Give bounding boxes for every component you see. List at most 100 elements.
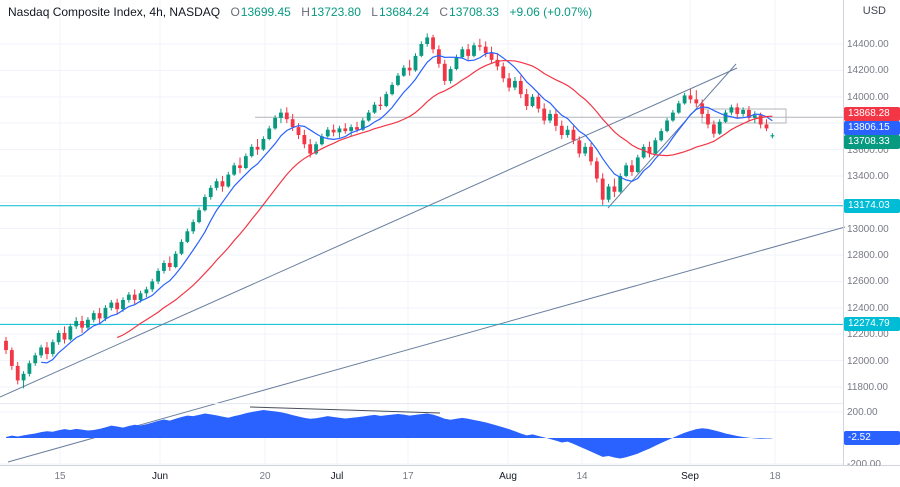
candle [144,289,149,294]
candle [197,210,201,223]
trend-line-drawing[interactable] [607,63,737,209]
candle [185,231,190,242]
time-axis-label: Jun [151,471,169,482]
candle [571,129,576,141]
price-axis-label: 13000.00 [847,223,889,235]
candle [314,144,318,154]
candle [50,342,55,355]
ma-slow-price-label: 13868.28 [844,107,900,122]
candle [407,67,412,71]
candle [296,127,301,136]
candle [413,55,418,71]
candle [261,138,266,150]
price-axis[interactable]: 14400.00 14200.00 14000.00 13600.00 13400.00… [843,0,900,470]
candle [156,270,160,282]
candle [173,253,178,267]
candle [659,131,664,141]
candle [279,112,283,118]
candle [97,313,102,319]
horizontal-line-price-label: 13174.03 [844,198,900,213]
candle [548,113,552,121]
candle [191,222,196,232]
candle [466,49,471,56]
candle [360,120,365,130]
low-value: 13684.24 [378,5,430,19]
close-value: 13708.33 [449,5,500,19]
candle [723,112,728,122]
candle [308,144,313,154]
candle [437,49,441,64]
candle [337,128,342,133]
candle [565,129,570,136]
candle [706,113,710,125]
candle [600,178,605,200]
candle [132,294,137,300]
indicator-axis-label: 200.00 [847,407,878,418]
candle [74,321,79,327]
candle [208,187,213,198]
last-price-label: 13708.33 [844,135,900,150]
candle [238,165,242,169]
candle [454,57,459,70]
candle [513,80,517,88]
candle [331,129,336,133]
candle [273,117,277,129]
time-axis-label: 15 [54,471,66,482]
price-axis-label: 13600.00 [847,144,889,156]
candle [460,49,465,58]
candle [612,186,617,192]
candle [203,197,207,211]
change-value: +9.06 (+0.07%) [509,5,593,19]
candle [27,363,32,374]
candle [524,94,529,106]
candle [167,262,172,267]
candle [378,104,383,106]
price-axis-label: 12200.00 [847,329,889,341]
candle [9,350,14,366]
symbol-name[interactable]: Nasdaq Composite Index, 4h, NASDAQ [8,5,221,19]
chart-legend: Nasdaq Composite Index, 4h, NASDAQ O1369… [8,5,592,19]
candle [472,45,476,56]
price-axis-label: 12400.00 [847,302,889,314]
candle [15,365,20,381]
candle [232,165,237,175]
candle [126,294,131,300]
trend-line-drawing[interactable] [0,67,738,398]
time-axis[interactable]: 15 Jun 20 Jul 17 Aug 14 Sep 18 [0,466,900,487]
price-axis-label: 14000.00 [847,91,889,103]
candle [355,127,359,130]
high-value: 13723.80 [310,5,361,19]
candle [764,124,769,129]
candle [758,115,763,125]
indicator-trend-line-drawing[interactable] [249,406,441,414]
candle [179,241,184,254]
candle [103,307,108,319]
candle [91,313,96,320]
candle [39,347,43,356]
candle [343,128,348,132]
candle [507,78,511,88]
candle [109,302,114,308]
candle [583,146,588,154]
candle [747,109,751,118]
price-axis-label: 12600.00 [847,276,889,288]
currency-button[interactable]: USD [862,5,886,17]
candle [80,321,84,328]
open-value: 13699.45 [240,5,291,19]
candle [220,181,225,187]
time-axis-label: 18 [769,471,781,482]
time-axis-label: Aug [499,471,517,482]
candle [121,299,125,310]
candle [372,104,377,113]
candle [647,146,652,154]
candle [86,319,90,328]
candle [741,109,745,114]
candle [214,181,219,188]
ma-fast-price-label: 13806.15 [844,121,900,136]
trend-line-drawing[interactable] [7,226,846,463]
price-axis-label: 13400.00 [847,170,889,182]
moving-average-line-slow [116,59,773,339]
candle [226,174,231,187]
